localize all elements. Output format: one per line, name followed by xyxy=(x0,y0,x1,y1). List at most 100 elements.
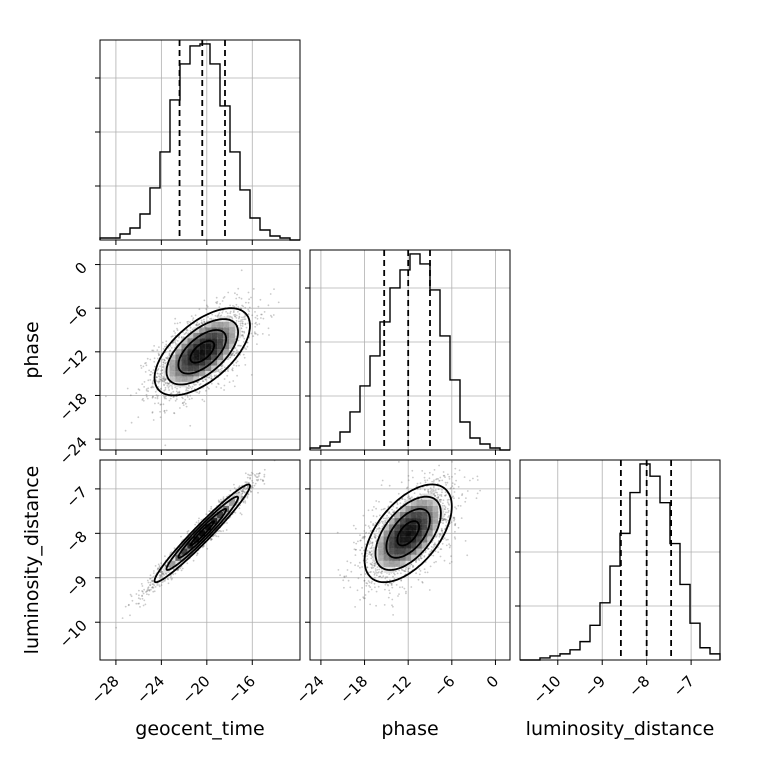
scatter-point xyxy=(203,321,206,323)
scatter-point xyxy=(229,356,231,359)
scatter-point xyxy=(219,303,222,305)
scatter-point xyxy=(196,324,199,327)
scatter-point xyxy=(161,358,164,361)
scatter-point xyxy=(215,535,218,538)
scatter-point xyxy=(237,306,240,308)
scatter-point xyxy=(243,337,246,340)
scatter-point xyxy=(143,381,146,383)
scatter-point xyxy=(243,330,246,333)
scatter-point xyxy=(210,382,213,385)
scatter-point xyxy=(234,315,236,318)
scatter-point xyxy=(235,364,238,367)
density-cell xyxy=(211,360,218,366)
panel-frame xyxy=(309,249,511,451)
scatter-point xyxy=(208,387,210,390)
scatter-point xyxy=(235,317,238,319)
scatter-point xyxy=(171,383,174,386)
scatter-point xyxy=(179,567,182,570)
scatter-point xyxy=(143,386,146,388)
scatter-point xyxy=(146,588,149,591)
scatter-point xyxy=(248,306,251,309)
density-cell xyxy=(217,343,224,350)
contour-0 xyxy=(189,340,216,364)
scatter-point xyxy=(241,496,243,499)
scatter-point xyxy=(269,293,272,295)
scatter-point xyxy=(228,315,231,318)
hist-panel-phase xyxy=(305,249,511,455)
scatter-point xyxy=(444,481,447,484)
scatter-point xyxy=(182,336,185,338)
scatter-point xyxy=(140,364,142,367)
scatter-point xyxy=(163,380,166,383)
scatter-point xyxy=(221,367,223,370)
scatter-point xyxy=(175,398,178,400)
scatter-point xyxy=(151,386,153,389)
scatter-point xyxy=(161,377,164,380)
scatter-point xyxy=(247,313,250,316)
scatter-point xyxy=(261,313,263,316)
scatter-point xyxy=(152,349,155,352)
scatter-point xyxy=(169,345,172,347)
scatter-point xyxy=(214,371,217,373)
scatter-point xyxy=(169,350,171,352)
scatter-point xyxy=(142,365,145,368)
scatter-point xyxy=(244,318,247,321)
scatter-point xyxy=(160,403,163,406)
scatter-point xyxy=(191,385,194,388)
density-cell xyxy=(199,349,206,355)
scatter-point xyxy=(246,486,249,489)
scatter-point xyxy=(201,398,204,401)
scatter-point xyxy=(250,471,253,474)
scatter-point xyxy=(256,317,259,320)
scatter-point xyxy=(141,590,144,592)
scatter-point xyxy=(166,356,169,358)
scatter-point xyxy=(254,475,257,477)
scatter-point xyxy=(163,376,166,379)
scatter-point xyxy=(151,580,154,583)
scatter-point xyxy=(167,382,170,385)
scatter-point xyxy=(249,476,252,479)
scatter-point xyxy=(154,402,156,405)
scatter-point xyxy=(222,496,225,498)
density-cell xyxy=(217,354,224,360)
scatter-point xyxy=(156,349,159,351)
scatter-point xyxy=(377,585,380,588)
scatter-point xyxy=(163,395,165,398)
hist-panel-luminosity_distance xyxy=(515,459,721,665)
scatter-point xyxy=(174,341,177,343)
scatter-point xyxy=(147,586,150,589)
scatter-point xyxy=(203,400,206,403)
scatter-point xyxy=(240,319,243,321)
scatter-point xyxy=(182,397,184,400)
scatter-point xyxy=(211,313,214,316)
scatter-point xyxy=(170,384,172,387)
density-cell xyxy=(217,349,224,355)
scatter-point xyxy=(410,586,413,588)
scatter-point xyxy=(220,498,222,501)
scatter-point xyxy=(149,581,152,584)
scatter-point xyxy=(252,335,255,337)
scatter-point xyxy=(186,322,189,325)
density-cell xyxy=(223,343,230,350)
scatter-point xyxy=(156,584,159,586)
scatter-point xyxy=(210,378,213,380)
scatter-point xyxy=(218,501,220,503)
density-cell xyxy=(199,327,206,333)
scatter-point xyxy=(257,491,259,494)
scatter-point xyxy=(206,304,208,307)
scatter-point xyxy=(158,346,160,348)
scatter-point xyxy=(148,369,151,372)
density-cell xyxy=(193,376,200,382)
scatter-point xyxy=(244,472,247,475)
scatter-point xyxy=(158,380,160,383)
scatter-point xyxy=(198,323,201,326)
density-cell xyxy=(211,365,218,371)
scatter-point xyxy=(237,317,240,320)
density-cell xyxy=(175,354,182,360)
scatter-point xyxy=(129,614,131,617)
scatter-point xyxy=(250,332,253,335)
panel-frame xyxy=(99,39,301,241)
scatter-point xyxy=(139,606,141,608)
scatter-point xyxy=(339,574,341,576)
scatter-point xyxy=(226,368,229,371)
